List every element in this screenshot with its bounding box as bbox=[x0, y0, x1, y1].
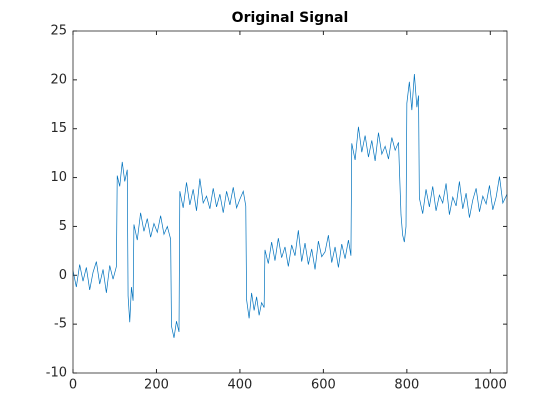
x-tick-label: 400 bbox=[228, 378, 253, 393]
x-tick-label: 0 bbox=[69, 378, 77, 393]
y-tick-label: 10 bbox=[50, 170, 67, 185]
chart-title: Original Signal bbox=[232, 10, 349, 26]
y-tick-label: 15 bbox=[50, 121, 67, 136]
y-tick-label: 25 bbox=[50, 24, 67, 39]
x-tick-label: 200 bbox=[144, 378, 169, 393]
plot-area bbox=[73, 31, 507, 373]
y-tick-label: -10 bbox=[46, 366, 67, 381]
y-tick-label: 5 bbox=[59, 219, 67, 234]
y-tick-label: 20 bbox=[50, 72, 67, 87]
x-tick-label: 800 bbox=[394, 378, 419, 393]
x-tick-label: 1000 bbox=[474, 378, 507, 393]
signal-line bbox=[72, 73, 508, 338]
x-tick-label: 600 bbox=[311, 378, 336, 393]
y-tick-label: -5 bbox=[54, 317, 67, 332]
axes-box bbox=[72, 30, 508, 374]
y-tick-label: 0 bbox=[59, 268, 67, 283]
